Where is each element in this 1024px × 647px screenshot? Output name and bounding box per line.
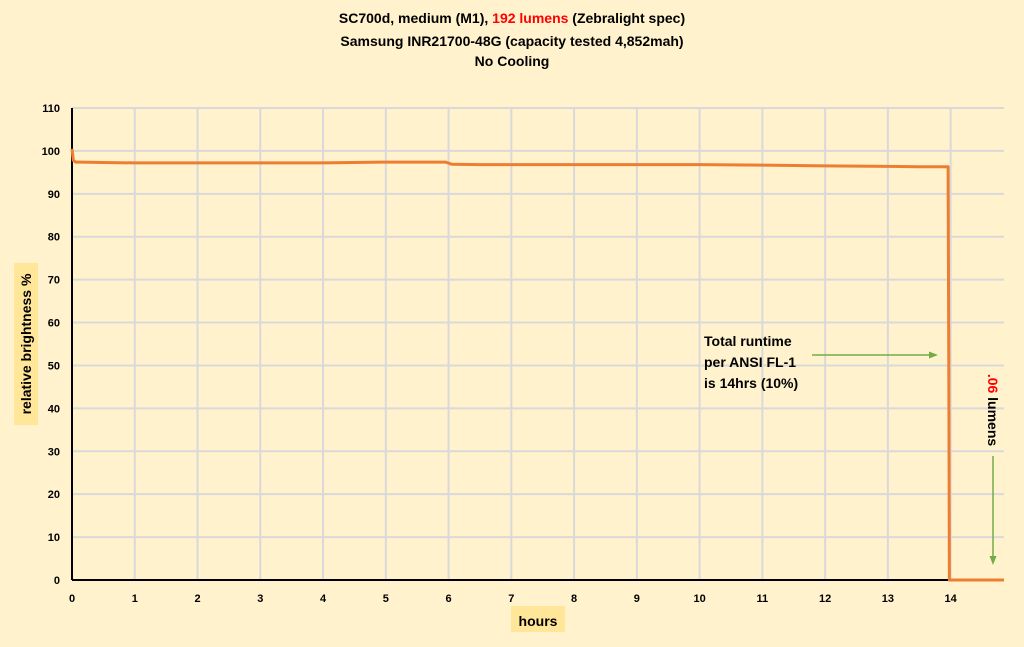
x-tick-label: 4 — [320, 593, 327, 605]
lumens-arrowhead — [989, 556, 997, 565]
lumens-annotation: .06 lumens — [985, 374, 1001, 447]
x-axis-title: hours — [511, 606, 565, 632]
y-tick-label: 70 — [48, 275, 60, 287]
y-axis-title-background — [14, 263, 38, 425]
runtime-annotation-line: per ANSI FL-1 — [704, 354, 796, 370]
y-tick-label: 10 — [48, 532, 60, 544]
x-tick-label: 1 — [132, 593, 138, 605]
x-axis-title-text: hours — [519, 613, 558, 629]
y-tick-label: 40 — [48, 403, 60, 415]
x-axis-title-background — [511, 606, 565, 632]
y-tick-labels: 0 10 20 30 40 50 60 70 80 90 100 110 — [42, 103, 60, 587]
y-tick-label: 90 — [48, 189, 60, 201]
y-tick-label: 50 — [48, 360, 60, 372]
title-segment: (Zebralight spec) — [568, 10, 685, 26]
y-tick-label: 110 — [42, 103, 60, 115]
x-tick-label: 2 — [194, 593, 200, 605]
x-tick-label: 3 — [257, 593, 263, 605]
runtime-annotation-line: is 14hrs (10%) — [704, 375, 798, 391]
title-segment: Samsung INR21700-48G (capacity tested 4,… — [340, 33, 683, 49]
y-tick-label: 60 — [48, 318, 60, 330]
chart-title: SC700d, medium (M1), 192 lumens (Zebrali… — [339, 10, 685, 69]
series-line — [70, 148, 1004, 582]
x-tick-label: 14 — [945, 593, 958, 605]
runtime-annotation-line: Total runtime — [704, 333, 792, 349]
y-axis-title-text: relative brightness % — [18, 273, 34, 414]
title-segment: No Cooling — [475, 53, 550, 69]
x-tick-label: 13 — [882, 593, 894, 605]
gridlines — [72, 107, 1004, 580]
y-tick-label: 30 — [48, 446, 60, 458]
x-tick-label: 12 — [819, 593, 831, 605]
y-axis-title: relative brightness % — [14, 263, 38, 425]
title-segment: 192 lumens — [492, 10, 568, 26]
x-tick-label: 5 — [383, 593, 389, 605]
x-tick-label: 7 — [508, 593, 514, 605]
y-tick-label: 0 — [54, 575, 60, 587]
x-tick-labels: 0 1 2 3 4 5 6 7 8 9 10 11 12 13 14 — [69, 593, 958, 605]
title-line-2: Samsung INR21700-48G (capacity tested 4,… — [340, 33, 683, 49]
x-tick-label: 6 — [446, 593, 452, 605]
x-tick-label: 11 — [757, 593, 769, 605]
lumens-annotation-segment: .06 — [985, 374, 1001, 394]
title-line-3: No Cooling — [475, 53, 550, 69]
y-tick-label: 80 — [48, 232, 60, 244]
x-tick-label: 8 — [571, 593, 577, 605]
annotations: Total runtime per ANSI FL-1 is 14hrs (10%)… — [704, 333, 1001, 565]
y-tick-label: 100 — [42, 146, 60, 158]
x-tick-label: 9 — [634, 593, 640, 605]
lumens-annotation-segment: lumens — [985, 393, 1001, 446]
x-tick-label: 10 — [693, 593, 705, 605]
title-segment: SC700d, medium (M1), — [339, 10, 492, 26]
runtime-arrowhead — [929, 351, 938, 359]
y-tick-label: 20 — [48, 489, 60, 501]
axes — [71, 108, 1004, 581]
title-line-1: SC700d, medium (M1), 192 lumens (Zebrali… — [339, 10, 685, 26]
series — [70, 148, 1004, 582]
x-tick-label: 0 — [69, 593, 75, 605]
